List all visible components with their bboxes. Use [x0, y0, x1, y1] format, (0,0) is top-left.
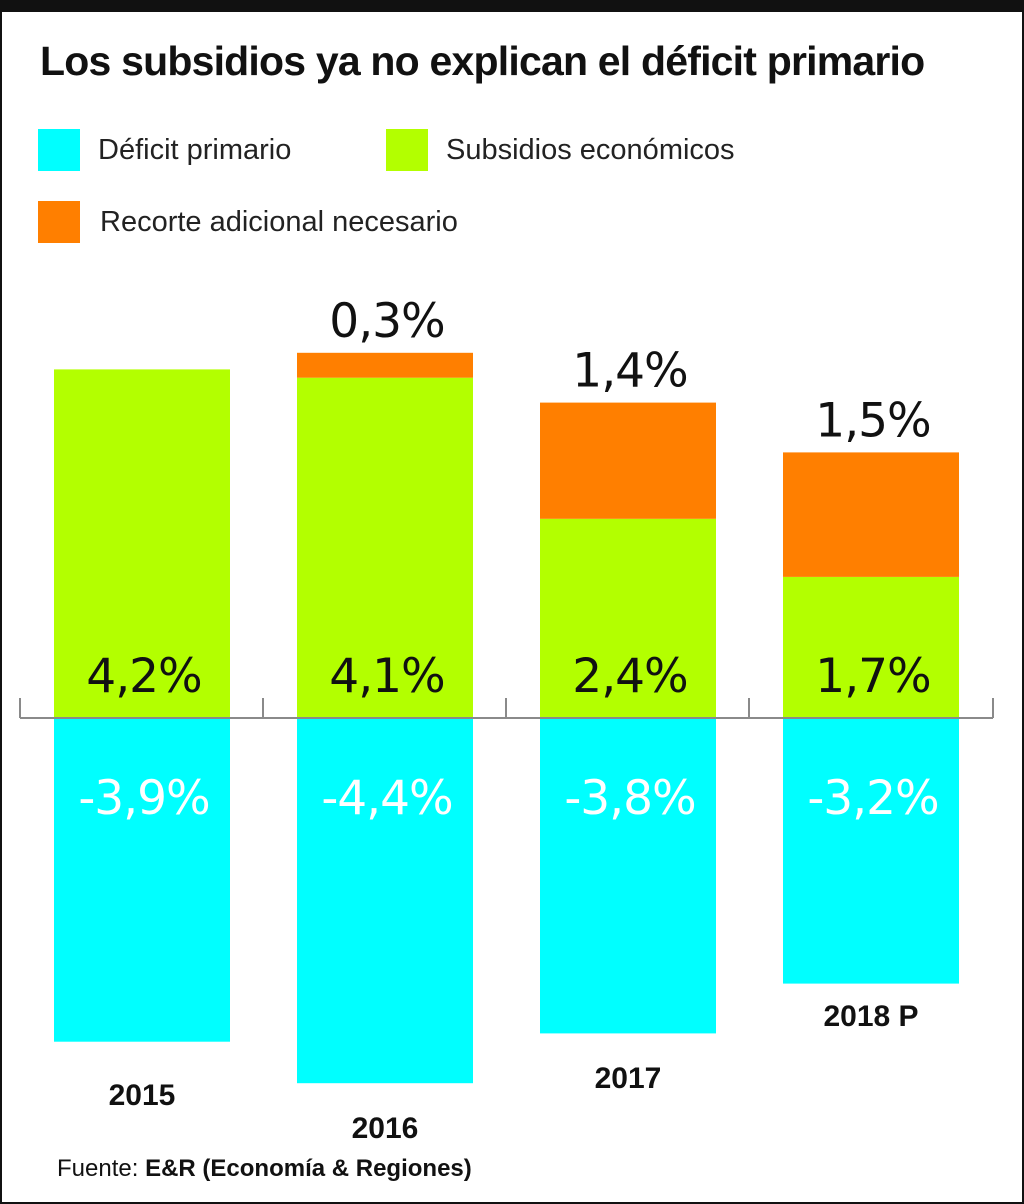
year-label-2016: 2016: [352, 1112, 419, 1145]
bar-deficit-primario-2018-p: [783, 718, 959, 984]
data-label-recorte-2018-p: 1,5%: [815, 393, 930, 448]
data-label-deficit-2015: -3,9%: [78, 771, 209, 826]
data-label-subsidios-2016: 4,1%: [329, 649, 444, 704]
legend-label-subsidios-economicos: Subsidios económicos: [446, 133, 735, 166]
data-label-recorte-2017: 1,4%: [572, 344, 687, 399]
year-label-2015: 2015: [109, 1079, 176, 1112]
legend-swatch-subsidios-economicos: [386, 129, 428, 171]
legend-swatch-deficit-primario: [38, 129, 80, 171]
legend-label-deficit-primario: Déficit primario: [98, 133, 292, 166]
bar-recorte-2018-p: [783, 452, 959, 577]
bar-recorte-2017: [540, 402, 716, 519]
bar-deficit-primario-2016: [297, 718, 473, 1084]
year-label-2017: 2017: [595, 1062, 662, 1095]
chart-title: Los subsidios ya no explican el déficit …: [40, 38, 925, 84]
data-label-subsidios-2015: 4,2%: [86, 649, 201, 704]
bar-subsidios-2015: [54, 369, 230, 718]
data-label-deficit-2016: -4,4%: [321, 771, 452, 826]
data-label-deficit-2018-p: -3,2%: [807, 771, 938, 826]
source-prefix: Fuente:: [57, 1155, 139, 1182]
data-label-recorte-2016: 0,3%: [329, 294, 444, 349]
bar-subsidios-2016: [297, 377, 473, 718]
legend-label-recorte-adicional: Recorte adicional necesario: [100, 205, 458, 238]
data-label-subsidios-2018-p: 1,7%: [815, 649, 930, 704]
bar-recorte-2016: [297, 352, 473, 378]
legend-item-subsidios-economicos: Subsidios económicos: [386, 129, 735, 171]
bar-subsidios-2018-p: [783, 576, 959, 718]
data-label-deficit-2017: -3,8%: [564, 771, 695, 826]
data-label-subsidios-2017: 2,4%: [572, 649, 687, 704]
legend-item-deficit-primario: Déficit primario: [38, 129, 291, 171]
legend-item-recorte-adicional: Recorte adicional necesario: [38, 201, 458, 243]
bar-subsidios-2017: [540, 518, 716, 718]
legend-swatch-recorte-adicional: [38, 201, 80, 243]
bar-deficit-primario-2015: [54, 718, 230, 1042]
bar-deficit-primario-2017: [540, 718, 716, 1034]
source-note: Fuente: E&R (Economía & Regiones): [57, 1155, 472, 1183]
year-label-2018-p: 2018 P: [823, 1000, 918, 1033]
source-name: E&R (Economía & Regiones): [145, 1155, 472, 1182]
